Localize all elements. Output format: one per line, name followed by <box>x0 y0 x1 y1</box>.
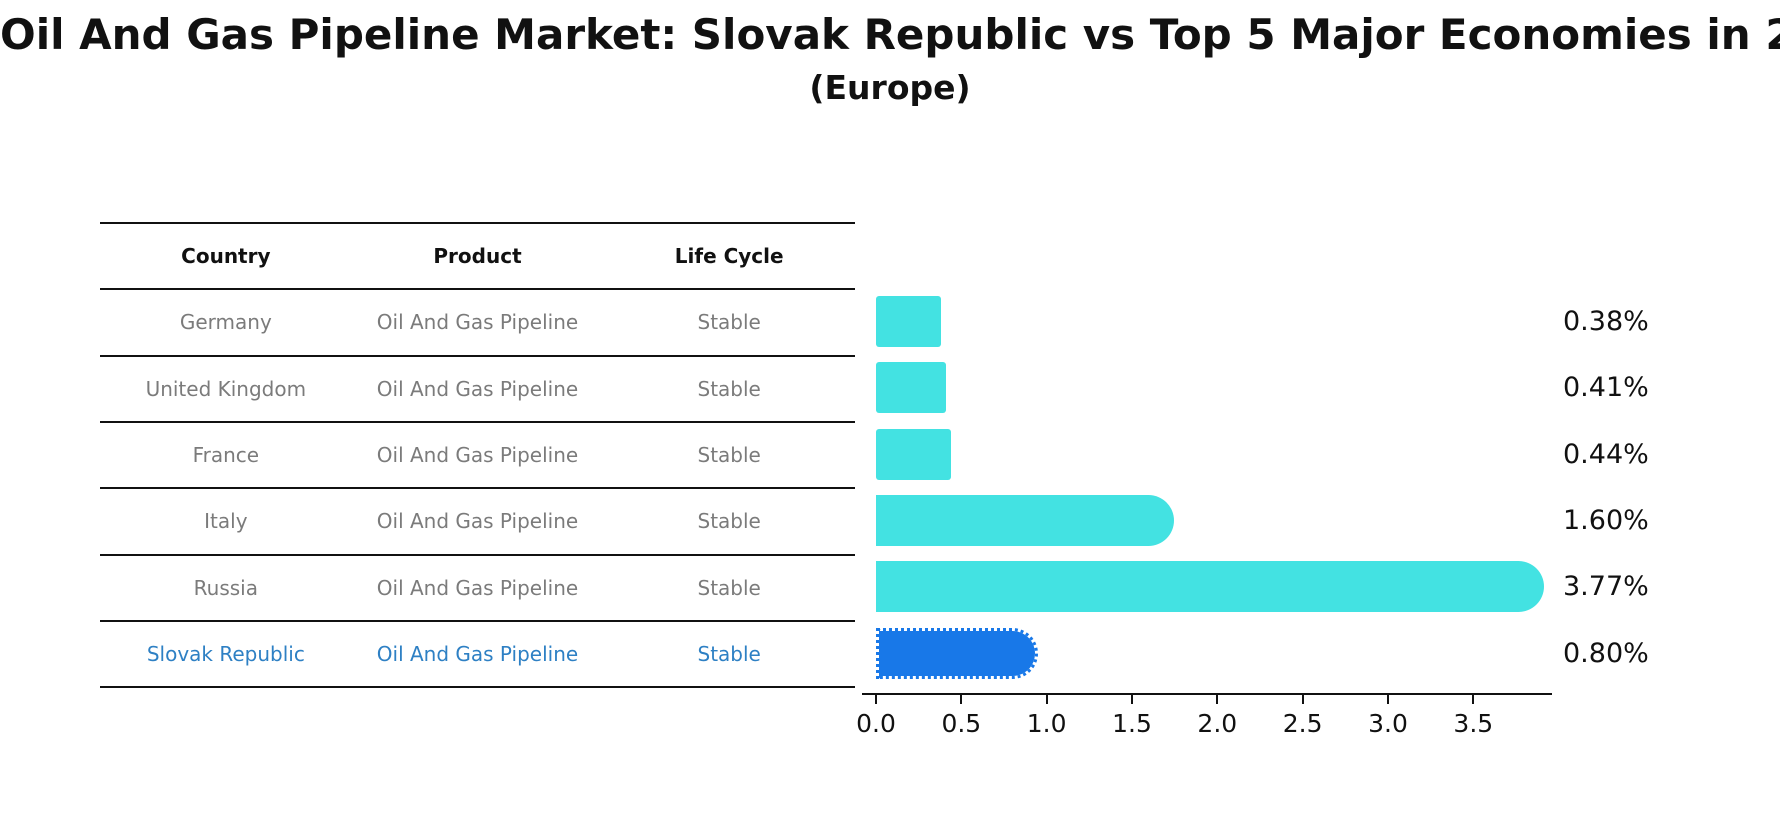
table-row: Slovak Republic Oil And Gas Pipeline Sta… <box>100 622 855 689</box>
table-row: Russia Oil And Gas Pipeline Stable <box>100 556 855 622</box>
value-label: 0.80% <box>1563 637 1649 669</box>
cell-life-cycle: Stable <box>697 310 761 335</box>
table-row: France Oil And Gas Pipeline Stable <box>100 423 855 490</box>
bar-germany <box>876 295 941 347</box>
value-label: 0.44% <box>1563 438 1649 470</box>
x-tick <box>875 695 877 704</box>
bar-row <box>876 355 1576 421</box>
x-tick-label: 3.0 <box>1368 709 1408 738</box>
x-tick-label: 2.0 <box>1197 709 1238 738</box>
x-tick <box>1216 695 1219 704</box>
cell-country: Slovak Republic <box>146 642 305 667</box>
cell-life-cycle: Stable <box>697 642 761 667</box>
x-tick <box>1472 695 1475 704</box>
bar-row <box>876 487 1576 553</box>
value-labels: 0.38% 0.41% 0.44% 1.60% 3.77% 0.80% <box>1563 288 1649 686</box>
x-tick <box>1386 695 1389 704</box>
chart-title: Oil And Gas Pipeline Market: Slovak Repu… <box>0 10 1780 59</box>
x-axis-line <box>862 693 1552 695</box>
column-header-product: Product <box>433 244 522 269</box>
x-tick <box>1301 695 1304 704</box>
table-row: Germany Oil And Gas Pipeline Stable <box>100 290 855 357</box>
bar-russia <box>876 561 1545 613</box>
value-label: 0.41% <box>1563 372 1649 404</box>
cell-life-cycle: Stable <box>697 443 761 468</box>
cell-country: Germany <box>179 310 272 335</box>
table-row: United Kingdom Oil And Gas Pipeline Stab… <box>100 357 855 423</box>
bar-row <box>876 554 1576 620</box>
bars-area <box>876 288 1576 686</box>
cell-country: France <box>192 443 260 468</box>
x-tick-label: 0.0 <box>856 709 896 738</box>
cell-product: Oil And Gas Pipeline <box>376 509 579 534</box>
bar-row <box>876 288 1576 354</box>
data-table: Country Product Life Cycle Germany Oil A… <box>100 222 855 689</box>
x-tick-label: 1.0 <box>1026 709 1067 738</box>
x-tick-label: 1.5 <box>1112 709 1152 738</box>
value-label: 3.77% <box>1563 571 1649 603</box>
value-label: 0.38% <box>1563 305 1649 337</box>
bar-row <box>876 421 1576 487</box>
table-header-row: Country Product Life Cycle <box>100 224 855 291</box>
bar-slovak-republic <box>876 627 1038 679</box>
chart-subtitle: (Europe) <box>809 68 971 107</box>
x-tick-label: 2.5 <box>1282 709 1323 738</box>
bar-italy <box>876 494 1175 546</box>
cell-country: Russia <box>193 575 258 600</box>
bar-united-kingdom <box>876 362 946 414</box>
cell-product: Oil And Gas Pipeline <box>376 642 579 667</box>
column-header-country: Country <box>181 244 271 269</box>
table-row: Italy Oil And Gas Pipeline Stable <box>100 489 855 556</box>
x-tick <box>1045 695 1048 704</box>
cell-life-cycle: Stable <box>697 376 761 401</box>
cell-product: Oil And Gas Pipeline <box>376 575 579 600</box>
x-tick <box>960 695 963 704</box>
cell-product: Oil And Gas Pipeline <box>376 310 579 335</box>
cell-life-cycle: Stable <box>697 575 761 600</box>
cell-product: Oil And Gas Pipeline <box>376 376 579 401</box>
column-header-lifecycle: Life Cycle <box>674 244 784 269</box>
x-tick <box>1130 695 1133 704</box>
cell-product: Oil And Gas Pipeline <box>376 443 579 468</box>
x-tick-label: 3.5 <box>1453 709 1494 738</box>
x-tick-label: 0.5 <box>941 709 982 738</box>
value-label: 1.60% <box>1563 504 1649 536</box>
cell-country: United Kingdom <box>145 376 307 401</box>
cell-country: Italy <box>204 509 248 534</box>
bar-row <box>876 620 1576 686</box>
bar-france <box>876 428 952 480</box>
table-body: Germany Oil And Gas Pipeline Stable Unit… <box>100 290 855 689</box>
cell-life-cycle: Stable <box>697 509 761 534</box>
